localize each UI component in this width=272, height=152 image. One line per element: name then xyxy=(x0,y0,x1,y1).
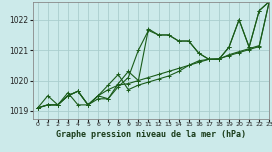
X-axis label: Graphe pression niveau de la mer (hPa): Graphe pression niveau de la mer (hPa) xyxy=(56,130,246,139)
